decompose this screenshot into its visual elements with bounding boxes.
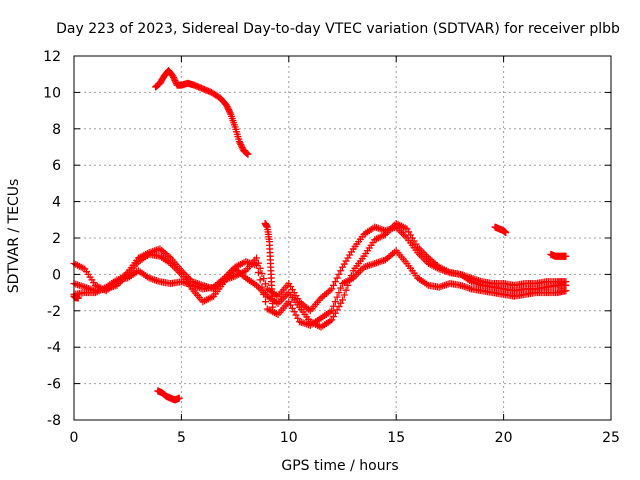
data-point bbox=[74, 294, 82, 302]
series-arc-high bbox=[152, 67, 252, 158]
chart-title: Day 223 of 2023, Sidereal Day-to-day VTE… bbox=[56, 21, 620, 37]
data-point bbox=[224, 104, 232, 112]
series-segment-20h bbox=[491, 223, 510, 237]
series-track-b bbox=[70, 219, 570, 331]
data-point bbox=[253, 254, 261, 262]
x-tick-label: 15 bbox=[387, 430, 405, 446]
data-point bbox=[342, 286, 350, 294]
x-tick-label: 20 bbox=[495, 430, 513, 446]
axis-ticks: 0 5 10 15 20 25 -8 -6 -4 -2 0 2 4 6 8 10 12 bbox=[43, 49, 620, 446]
data-point bbox=[502, 229, 510, 237]
data-point bbox=[260, 290, 268, 298]
y-tick-label: 8 bbox=[52, 122, 61, 138]
data-point bbox=[256, 264, 264, 272]
data-point bbox=[175, 394, 183, 402]
data-point bbox=[330, 281, 338, 289]
data-point bbox=[254, 269, 262, 277]
y-tick-label: -4 bbox=[47, 340, 61, 356]
data-point bbox=[262, 298, 270, 306]
data-point bbox=[328, 285, 336, 293]
y-tick-label: 10 bbox=[43, 85, 61, 101]
data-point bbox=[333, 293, 341, 301]
y-axis-title: SDTVAR / TECUs bbox=[6, 179, 22, 294]
data-point bbox=[331, 278, 339, 286]
x-tick-label: 0 bbox=[70, 430, 79, 446]
data-point bbox=[170, 75, 178, 83]
y-tick-label: -6 bbox=[47, 377, 61, 393]
data-point bbox=[331, 298, 339, 306]
data-point bbox=[335, 270, 343, 278]
y-tick-label: 6 bbox=[52, 158, 61, 174]
data-point bbox=[262, 280, 270, 288]
data-point bbox=[253, 261, 261, 269]
data-point bbox=[328, 307, 336, 315]
x-axis-title: GPS time / hours bbox=[281, 458, 398, 474]
data-point bbox=[258, 269, 266, 277]
series-track-c bbox=[70, 247, 570, 329]
data-point bbox=[236, 139, 244, 147]
data-point bbox=[237, 141, 245, 149]
series-segment-22h bbox=[547, 250, 570, 260]
data-point bbox=[223, 103, 231, 111]
y-tick-label: -8 bbox=[47, 413, 61, 429]
data-point bbox=[244, 150, 252, 158]
data-point bbox=[269, 303, 277, 311]
data-point bbox=[238, 144, 246, 152]
data-point bbox=[169, 72, 177, 80]
data-point bbox=[335, 289, 343, 297]
data-point bbox=[337, 267, 345, 275]
data-point bbox=[226, 109, 234, 117]
data-point bbox=[330, 302, 338, 310]
data-point bbox=[562, 287, 570, 295]
data-point bbox=[171, 77, 179, 85]
data-point bbox=[333, 274, 341, 282]
y-tick-label: 2 bbox=[52, 231, 61, 247]
data-point bbox=[223, 101, 231, 109]
data-point bbox=[256, 276, 264, 284]
data-point bbox=[225, 106, 233, 114]
data-points bbox=[70, 67, 570, 404]
data-point bbox=[337, 284, 345, 292]
data-point bbox=[170, 74, 178, 82]
data-point bbox=[340, 291, 348, 299]
y-tick-label: 4 bbox=[52, 195, 61, 211]
y-tick-label: -2 bbox=[47, 304, 61, 320]
y-tick-label: 0 bbox=[52, 267, 61, 283]
y-tick-label: 12 bbox=[43, 49, 61, 65]
data-point bbox=[562, 252, 570, 260]
series-spike-9h bbox=[261, 219, 277, 311]
series-arc-low bbox=[154, 387, 183, 404]
data-point bbox=[339, 296, 346, 304]
x-tick-label: 5 bbox=[177, 430, 186, 446]
data-point bbox=[260, 275, 268, 283]
data-point bbox=[258, 283, 266, 291]
data-point bbox=[235, 138, 243, 146]
x-tick-label: 10 bbox=[280, 430, 298, 446]
gridlines bbox=[74, 56, 611, 420]
x-tick-label: 25 bbox=[602, 430, 620, 446]
data-point bbox=[238, 142, 246, 150]
data-point bbox=[225, 107, 233, 115]
